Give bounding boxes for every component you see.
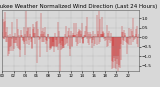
Title: Milwaukee Weather Normalized Wind Direction (Last 24 Hours): Milwaukee Weather Normalized Wind Direct…	[0, 4, 157, 9]
